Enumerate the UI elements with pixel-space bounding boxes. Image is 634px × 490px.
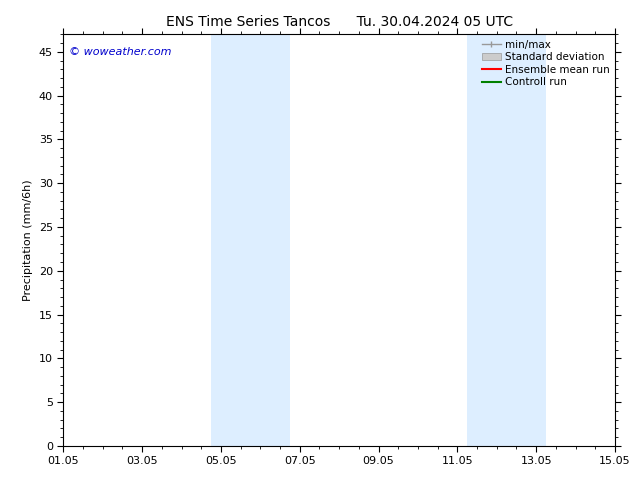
Bar <box>211 34 250 446</box>
Bar <box>250 34 290 446</box>
Bar <box>467 34 507 446</box>
Bar <box>507 34 546 446</box>
Y-axis label: Precipitation (mm/6h): Precipitation (mm/6h) <box>23 179 34 301</box>
Legend: min/max, Standard deviation, Ensemble mean run, Controll run: min/max, Standard deviation, Ensemble me… <box>480 37 612 89</box>
Title: ENS Time Series Tancos      Tu. 30.04.2024 05 UTC: ENS Time Series Tancos Tu. 30.04.2024 05… <box>165 15 513 29</box>
Text: © woweather.com: © woweather.com <box>69 47 171 57</box>
